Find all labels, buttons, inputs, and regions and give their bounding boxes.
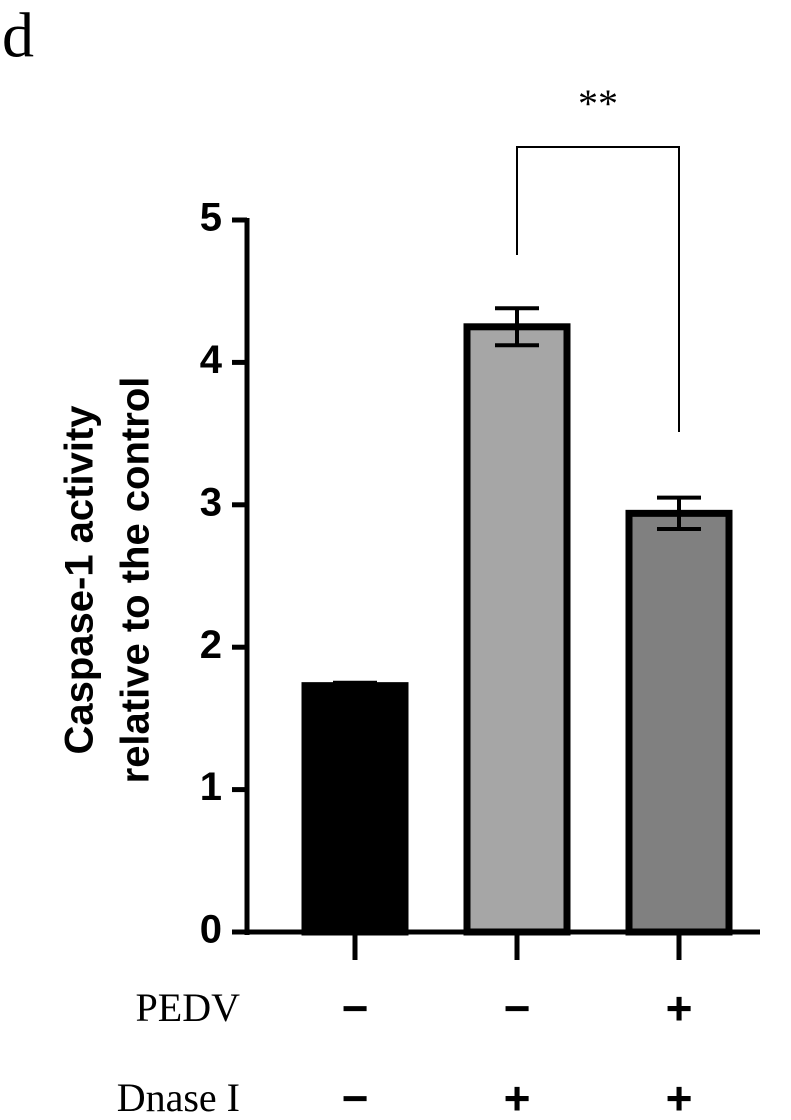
y-tick-label: 1 [200,765,222,809]
y-tick-label: 2 [200,623,222,667]
condition-sign: + [666,1072,693,1120]
y-axis-label: relative to the control [114,377,158,784]
y-tick-label: 5 [200,196,222,240]
condition-sign: − [342,1072,369,1120]
y-tick-label: 4 [200,338,223,382]
condition-name: PEDV [136,985,241,1030]
panel-label: d [2,0,34,71]
error-bar [495,306,539,348]
significance-bracket [516,146,680,432]
bar [301,682,409,936]
y-axis-label: Caspase-1 activity [58,405,102,755]
condition-sign: + [666,982,693,1034]
condition-sign: + [504,1072,531,1120]
error-bar [333,680,377,691]
y-tick-label: 0 [200,908,222,952]
condition-sign: − [504,982,531,1034]
y-tick-label: 3 [200,480,222,524]
bar [625,509,733,936]
error-bar [657,495,701,532]
significance-label: ** [578,81,618,126]
condition-name: Dnase I [117,1075,240,1120]
condition-sign: − [342,982,369,1034]
bar [463,323,571,936]
